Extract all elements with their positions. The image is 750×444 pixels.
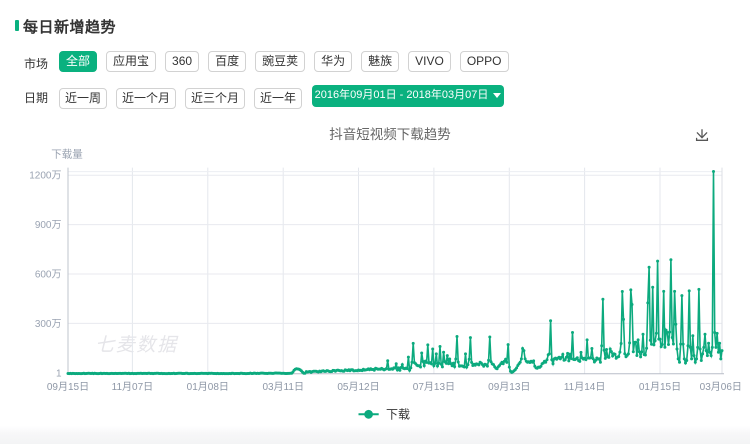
svg-text:11月14日: 11月14日 [564,381,606,393]
svg-text:01月15日: 01月15日 [639,381,681,393]
svg-text:300万: 300万 [35,319,62,330]
svg-text:下载: 下载 [386,407,410,421]
svg-text:03月06日: 03月06日 [700,381,742,393]
svg-text:600万: 600万 [35,270,62,281]
svg-text:09月13日: 09月13日 [488,381,530,393]
svg-text:03月11日: 03月11日 [262,381,304,393]
svg-text:1: 1 [56,369,62,380]
svg-text:01月08日: 01月08日 [187,381,229,393]
svg-text:05月12日: 05月12日 [337,381,379,393]
svg-text:1200万: 1200万 [29,171,61,182]
svg-text:09月15日: 09月15日 [47,381,89,393]
svg-text:下载量: 下载量 [51,149,83,161]
svg-text:11月07日: 11月07日 [112,381,154,393]
svg-text:900万: 900万 [35,220,62,231]
svg-text:07月13日: 07月13日 [413,381,455,393]
